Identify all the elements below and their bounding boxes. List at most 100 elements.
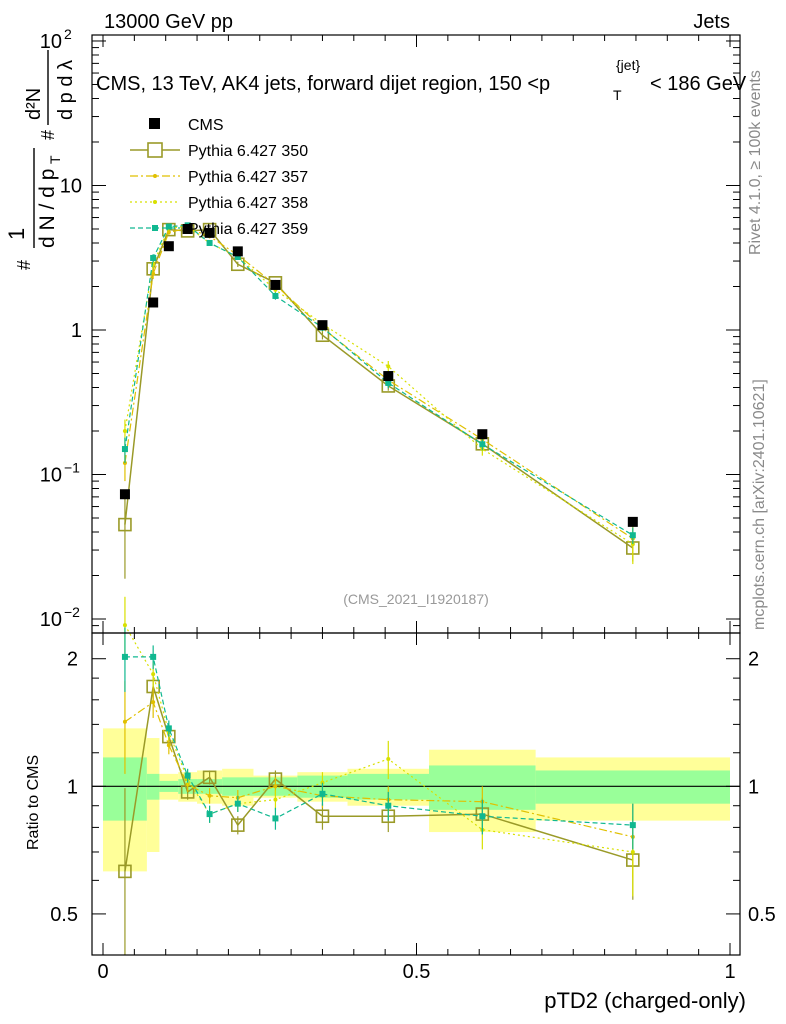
main-point-p359 xyxy=(150,254,157,261)
ratio-point-p359 xyxy=(121,653,128,660)
legend-label-p359: Pythia 6.427 359 xyxy=(188,221,308,238)
x-tick-label: 1 xyxy=(724,961,735,983)
ratio-point-p358 xyxy=(273,797,278,802)
ratio-point-p359 xyxy=(184,772,191,779)
y-tick-ratio-label: 2 xyxy=(67,649,78,671)
ratio-point-p359 xyxy=(234,800,241,807)
main-line-p358 xyxy=(124,225,634,545)
ratio-point-p359 xyxy=(629,822,636,829)
main-point-cms xyxy=(232,246,243,257)
legend-marker-p358 xyxy=(153,200,157,204)
ratio-point-p358 xyxy=(122,623,127,628)
y-tick-main-exponent: −1 xyxy=(64,459,80,475)
x-tick-label: 0 xyxy=(97,961,108,983)
ratio-point-p359 xyxy=(272,815,279,822)
ratio-series xyxy=(118,596,640,955)
analysis-id-label: (CMS_2021_I1920187) xyxy=(343,591,489,607)
y-label-frac-den: d N / d p xyxy=(36,169,59,248)
ratio-point-p357 xyxy=(122,719,127,724)
y-axis-ratio-label: Ratio to CMS xyxy=(25,755,42,850)
ratio-uncertainty-bands xyxy=(92,728,740,872)
y-label-hash-2: # xyxy=(38,130,58,140)
main-point-p359 xyxy=(206,239,213,246)
y-axis-main-label: # 1 d N / d p T # d²N d p d λ xyxy=(4,50,77,270)
main-point-cms xyxy=(204,227,215,238)
y-label-hash-1: # xyxy=(14,260,34,270)
ratio-point-p350 xyxy=(202,770,217,785)
ratio-point-p357 xyxy=(151,700,156,705)
y-tick-ratio-label-right: 0.5 xyxy=(748,904,776,926)
main-point-p359 xyxy=(272,292,279,299)
y-label-frac-num: 1 xyxy=(4,228,29,240)
main-point-p359 xyxy=(629,532,636,539)
y-tick-main-label: 1 xyxy=(71,320,82,342)
legend-label-p358: Pythia 6.427 358 xyxy=(188,195,308,212)
legend: CMS Pythia 6.427 350 Pythia 6.427 357 Pythi… xyxy=(130,117,308,238)
y-tick-main-exponent: 2 xyxy=(64,26,72,42)
legend-label-cms: CMS xyxy=(188,117,224,134)
legend-label-p357: Pythia 6.427 357 xyxy=(188,169,308,186)
process-label: Jets xyxy=(693,11,730,33)
main-point-p359 xyxy=(385,379,392,386)
main-point-cms xyxy=(383,371,394,382)
ratio-point-p359 xyxy=(319,790,326,797)
ratio-line-p358 xyxy=(124,624,633,853)
ratio-point-p359 xyxy=(206,811,213,818)
main-point-cms xyxy=(148,297,159,308)
legend-marker-p357 xyxy=(153,174,157,178)
ratio-point-p359 xyxy=(150,653,157,660)
ratio-point-p358 xyxy=(386,757,391,762)
plot-title: CMS, 13 TeV, AK4 jets, forward dijet reg… xyxy=(96,73,550,95)
x-axis-label: pTD2 (charged-only) xyxy=(544,988,746,1013)
legend-label-p350: Pythia 6.427 350 xyxy=(188,143,308,160)
main-point-cms xyxy=(163,241,174,252)
y-tick-main-label: 10 xyxy=(40,609,62,631)
main-point-p359 xyxy=(165,223,172,230)
ratio-point-p350 xyxy=(118,864,132,879)
y-tick-ratio-label-right: 1 xyxy=(748,776,759,798)
y-label-sub-t: T xyxy=(47,155,63,164)
ratio-point-p359 xyxy=(479,813,486,820)
y-label-d2n-den: d p d λ xyxy=(55,60,77,120)
main-point-p359 xyxy=(121,446,128,453)
x-tick-label: 0.5 xyxy=(403,961,431,983)
ratio-band-inner xyxy=(535,770,730,804)
main-point-cms xyxy=(477,429,488,440)
main-point-cms xyxy=(317,320,328,331)
main-point-p350 xyxy=(118,517,132,532)
rivet-version-label: Rivet 4.1.0, ≥ 100k events xyxy=(747,70,764,255)
main-line-p357 xyxy=(124,227,634,540)
y-tick-main-exponent: −2 xyxy=(64,604,80,620)
main-series xyxy=(118,222,640,579)
ratio-point-p359 xyxy=(165,725,172,732)
y-tick-ratio-label: 0.5 xyxy=(50,904,78,926)
y-tick-main-label: 10 xyxy=(40,31,62,53)
ratio-point-p359 xyxy=(385,802,392,809)
y-tick-ratio-label-right: 2 xyxy=(748,649,759,671)
ratio-point-p358 xyxy=(151,672,156,677)
ratio-point-p358 xyxy=(630,849,635,854)
ratio-point-p357 xyxy=(207,793,212,798)
main-point-p359 xyxy=(479,441,486,448)
plot-title-subscript: T xyxy=(613,87,622,103)
y-tick-ratio-label: 1 xyxy=(67,776,78,798)
legend-marker-p350 xyxy=(147,142,163,158)
main-point-cms xyxy=(270,279,281,290)
ratio-point-p357 xyxy=(166,743,171,748)
plot-title-main: CMS, 13 TeV, AK4 jets, forward dijet reg… xyxy=(96,73,550,95)
energy-label: 13000 GeV pp xyxy=(104,11,233,33)
ratio-point-p350 xyxy=(231,818,245,832)
main-line-p350 xyxy=(124,228,634,549)
y-tick-main-label: 10 xyxy=(60,175,82,197)
main-point-p358 xyxy=(122,428,127,433)
main-point-cms xyxy=(627,516,638,527)
mcplots-label: mcplots.cern.ch [arXiv:2401.10621] xyxy=(751,379,768,630)
plot-title-end: < 186 GeV xyxy=(650,73,747,95)
ratio-point-p350 xyxy=(315,809,330,824)
main-point-p358 xyxy=(386,364,391,369)
ratio-point-p357 xyxy=(273,784,278,789)
plot-title-superscript: {jet} xyxy=(616,57,640,73)
main-point-p359 xyxy=(234,253,241,260)
